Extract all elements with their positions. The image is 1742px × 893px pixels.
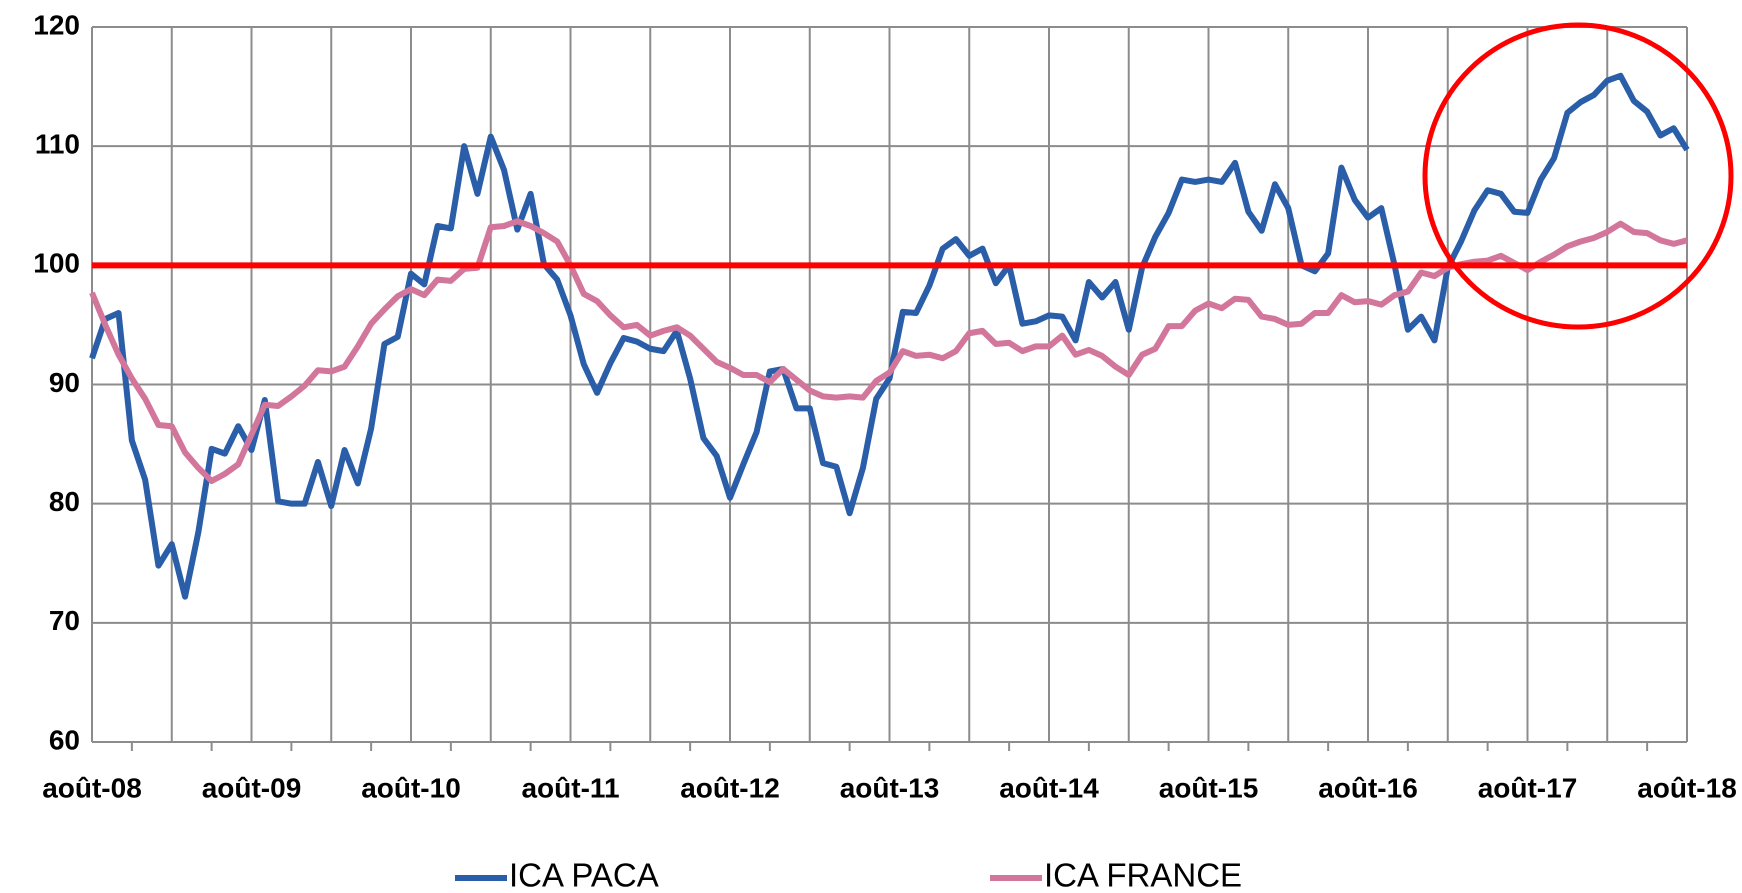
y-tick-label: 100 bbox=[33, 248, 80, 279]
y-tick-label: 70 bbox=[49, 605, 80, 636]
x-tick-label: août-17 bbox=[1478, 772, 1578, 803]
x-tick-label: août-12 bbox=[680, 772, 780, 803]
x-tick-label: août-14 bbox=[999, 772, 1099, 803]
x-tick-label: août-18 bbox=[1637, 772, 1737, 803]
y-tick-label: 90 bbox=[49, 367, 80, 398]
x-tick-label: août-11 bbox=[521, 772, 619, 803]
series-line bbox=[89, 218, 1688, 485]
legend-label: ICA FRANCE bbox=[1044, 857, 1242, 893]
legend-label: ICA PACA bbox=[509, 857, 659, 893]
x-tick-label: août-16 bbox=[1318, 772, 1418, 803]
x-tick-label: août-08 bbox=[42, 772, 142, 803]
x-tick-label: août-10 bbox=[361, 772, 461, 803]
y-tick-label: 120 bbox=[33, 9, 80, 40]
y-tick-label: 110 bbox=[35, 129, 80, 160]
x-tick-label: août-13 bbox=[840, 772, 940, 803]
y-tick-label: 80 bbox=[49, 486, 80, 517]
series-line bbox=[89, 72, 1690, 600]
y-tick-label: 60 bbox=[49, 724, 80, 755]
x-tick-label: août-09 bbox=[202, 772, 302, 803]
highlight-circle bbox=[1422, 22, 1734, 330]
x-tick-label: août-15 bbox=[1159, 772, 1259, 803]
